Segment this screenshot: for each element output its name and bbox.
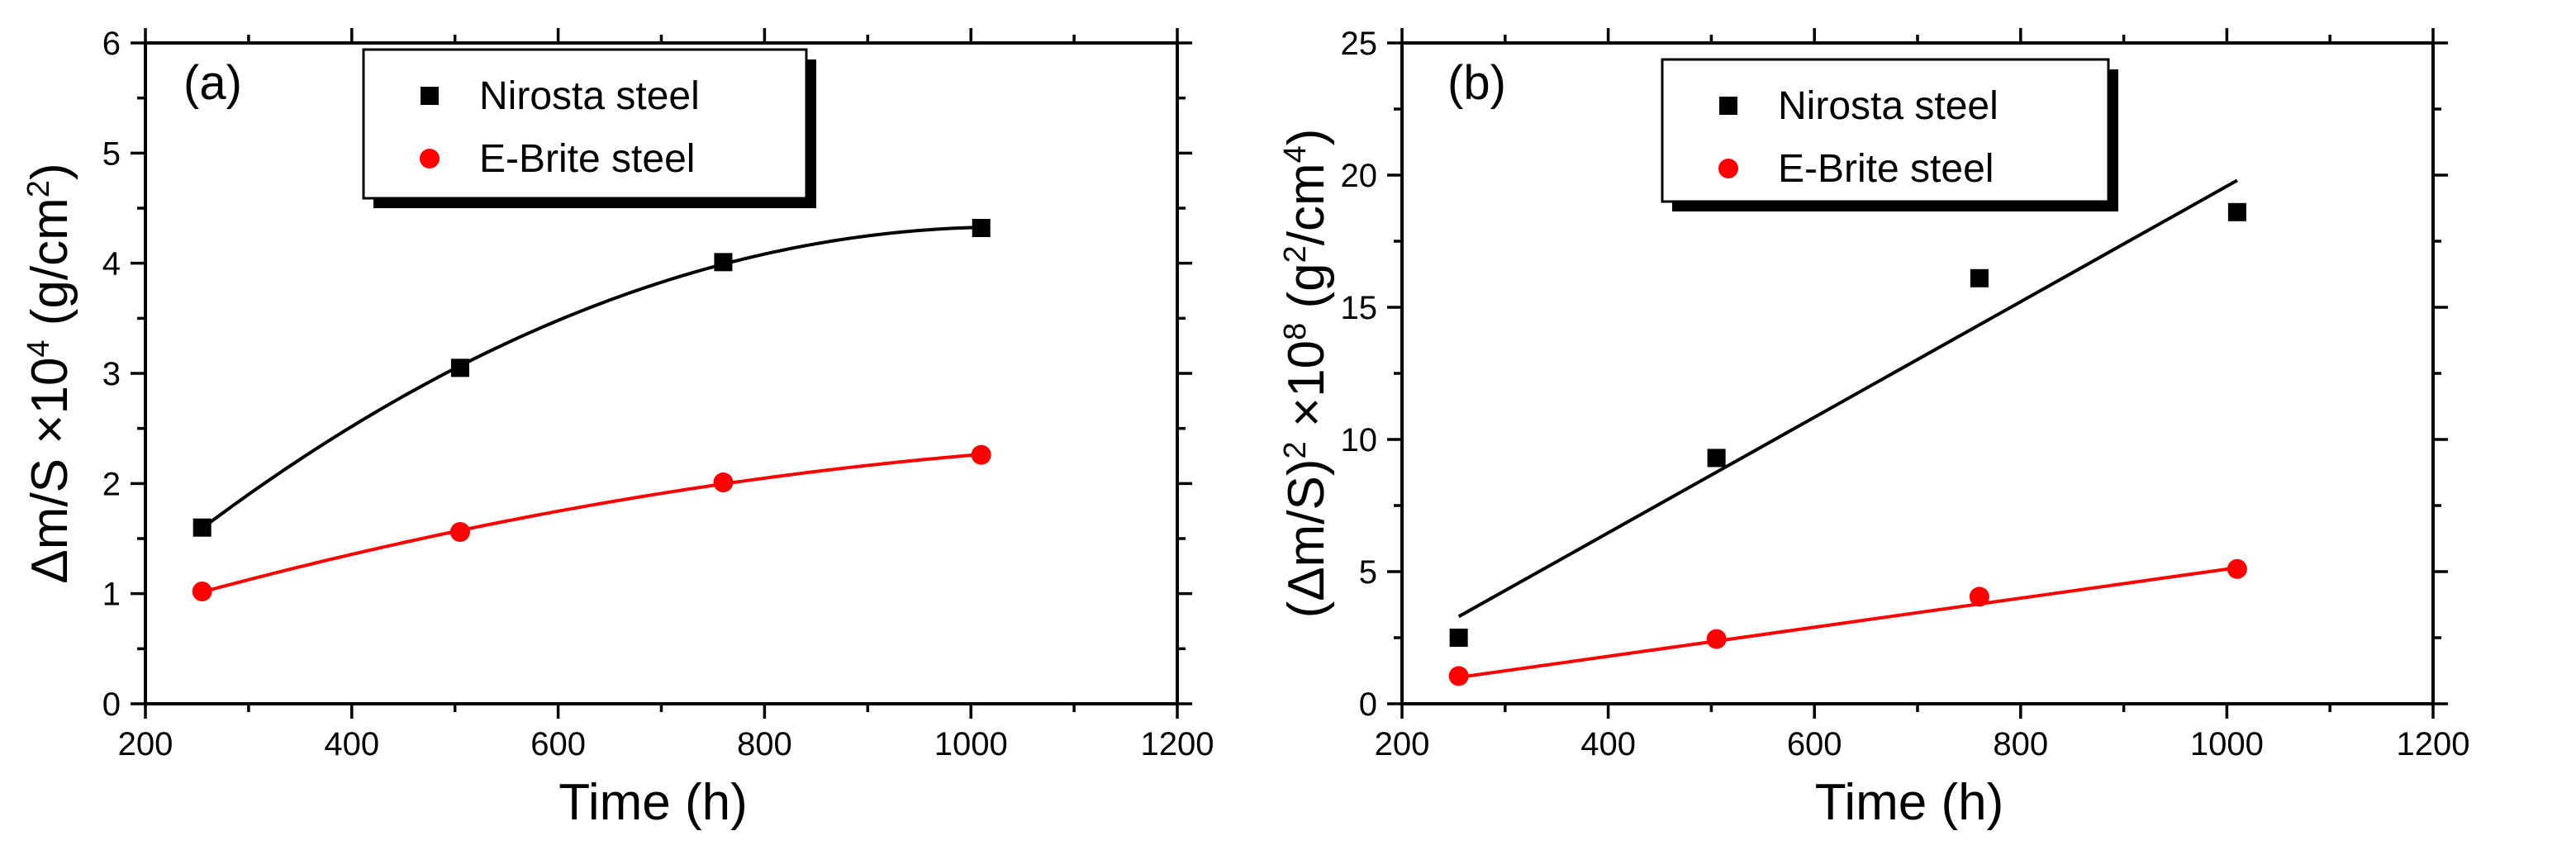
x-tick-label: 800 <box>737 726 792 762</box>
y-tick-label: 25 <box>1341 26 1378 62</box>
data-point-ebrite <box>449 522 470 542</box>
y-tick-label: 20 <box>1341 158 1378 194</box>
x-tick-label: 200 <box>118 726 173 762</box>
y-tick-label: 1 <box>102 577 121 613</box>
x-tick-label: 200 <box>1375 726 1430 762</box>
x-tick-label: 400 <box>324 726 379 762</box>
data-point-nirosta <box>1707 449 1726 468</box>
y-tick-label: 3 <box>102 356 121 392</box>
data-point-nirosta <box>2227 202 2246 221</box>
x-axis-title: Time (h) <box>1815 774 2003 831</box>
legend-box <box>362 48 808 200</box>
y-tick-label: 2 <box>102 466 121 502</box>
legend-marker-circle <box>1718 159 1738 178</box>
legend-label: Nirosta steel <box>479 74 700 118</box>
y-tick-label: 5 <box>1359 554 1377 591</box>
data-point-ebrite <box>713 472 734 492</box>
chart-panel-b: 200 400 600 800 1000 1200 0 5 10 15 20 25 Time (h) (Δ… <box>1278 26 2469 831</box>
x-tick-label: 1000 <box>2190 726 2264 762</box>
data-point-ebrite <box>1706 629 1727 649</box>
x-axis-title: Time (h) <box>558 774 747 831</box>
fit-line-nirosta <box>1457 178 2238 619</box>
y-tick-label: 0 <box>102 686 121 723</box>
legend-label: E-Brite steel <box>479 137 695 181</box>
x-tick-label: 1200 <box>2397 726 2470 762</box>
y-tick-label: 0 <box>1359 686 1377 723</box>
y-tick-label: 4 <box>102 246 121 283</box>
data-point-ebrite <box>971 444 991 465</box>
data-point-nirosta <box>450 359 469 378</box>
panel-label: (b) <box>1447 56 1506 110</box>
data-point-ebrite <box>2227 558 2247 579</box>
data-point-nirosta <box>1970 268 1989 287</box>
x-tick-label: 1000 <box>934 726 1008 762</box>
legend-box <box>1661 58 2110 203</box>
legend-marker-square <box>1719 97 1737 115</box>
legend-marker-circle <box>420 149 440 169</box>
data-point-ebrite <box>1969 586 1989 607</box>
legend-label: E-Brite steel <box>1778 147 1994 191</box>
data-point-nirosta <box>714 253 733 272</box>
data-point-ebrite <box>192 582 212 601</box>
x-tick-label: 1200 <box>1141 726 1214 762</box>
data-point-nirosta <box>1449 629 1468 647</box>
panel-label: (a) <box>183 56 242 110</box>
legend: Nirosta steel E-Brite steel <box>362 48 816 208</box>
y-axis-title: (Δm/S)2 ×108 (g2/cm4) <box>1278 129 1335 619</box>
y-tick-label: 5 <box>102 135 121 172</box>
legend-marker-square <box>421 87 439 105</box>
x-tick-label: 600 <box>1787 726 1842 762</box>
y-tick-label: 6 <box>102 26 121 62</box>
y-tick-label: 10 <box>1341 422 1378 458</box>
x-tick-label: 600 <box>530 726 586 762</box>
legend: Nirosta steel E-Brite steel <box>1661 58 2118 211</box>
fit-line-nirosta <box>201 226 981 530</box>
x-tick-label: 800 <box>1993 726 2048 762</box>
y-axis-title: Δm/S ×104 (g/cm2) <box>21 163 78 583</box>
legend-label: Nirosta steel <box>1778 84 1999 128</box>
x-tick-label: 400 <box>1580 726 1636 762</box>
chart-panel-a: 200 400 600 800 1000 1200 0 1 2 3 4 5 6 Time (h) Δm/S … <box>21 26 1214 831</box>
fit-line-ebrite <box>202 453 981 594</box>
y-tick-label: 15 <box>1341 290 1378 326</box>
fit-line-ebrite <box>1458 566 2238 679</box>
data-point-nirosta <box>192 518 211 537</box>
data-point-nirosta <box>972 219 991 237</box>
data-point-ebrite <box>1448 666 1469 686</box>
